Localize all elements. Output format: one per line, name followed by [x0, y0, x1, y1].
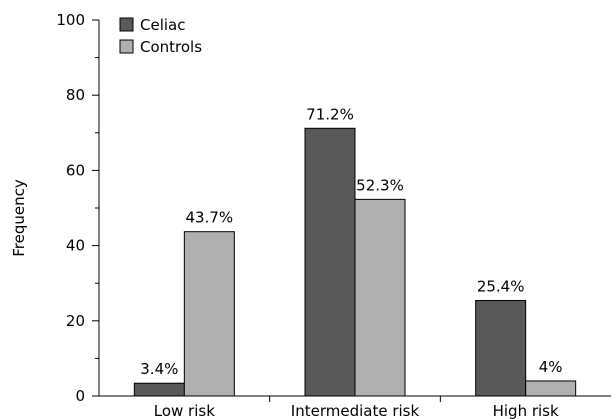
y-tick-label: 0 [75, 387, 85, 405]
x-axis: Low risk Intermediate risk High risk [99, 395, 611, 419]
bar-celiac-2 [304, 127, 356, 397]
bar-celiac-1 [133, 382, 185, 397]
data-label: 43.7% [186, 209, 234, 227]
data-label: 4% [539, 358, 563, 376]
legend-label-celiac: Celiac [140, 16, 185, 34]
bar-controls-3 [525, 380, 577, 397]
y-tick-label: 80 [66, 86, 85, 104]
data-label: 71.2% [306, 105, 354, 123]
data-label: 25.4% [477, 277, 525, 295]
data-label: 3.4% [140, 360, 178, 378]
legend-swatch-celiac [119, 17, 134, 32]
y-tick-label: 40 [66, 237, 85, 255]
bar-controls-2 [354, 198, 406, 397]
legend: Celiac Controls [119, 16, 202, 56]
x-tick-label: Low risk [154, 402, 215, 419]
y-axis: 0 20 40 60 80 100 [56, 11, 100, 405]
data-labels: 3.4% 43.7% 71.2% 52.3% 25.4% 4% [140, 105, 562, 378]
bar-controls-1 [183, 231, 235, 397]
data-label: 52.3% [356, 176, 404, 194]
bars [133, 127, 577, 397]
legend-swatch-controls [119, 39, 134, 54]
y-tick-label: 20 [66, 312, 85, 330]
y-tick-label: 100 [56, 11, 85, 29]
y-tick-label: 60 [66, 161, 85, 179]
x-tick-label: Intermediate risk [291, 402, 420, 419]
bar-celiac-3 [475, 299, 527, 397]
legend-label-controls: Controls [140, 38, 202, 56]
y-axis-title: Frequency [10, 179, 28, 257]
x-tick-label: High risk [493, 402, 559, 419]
